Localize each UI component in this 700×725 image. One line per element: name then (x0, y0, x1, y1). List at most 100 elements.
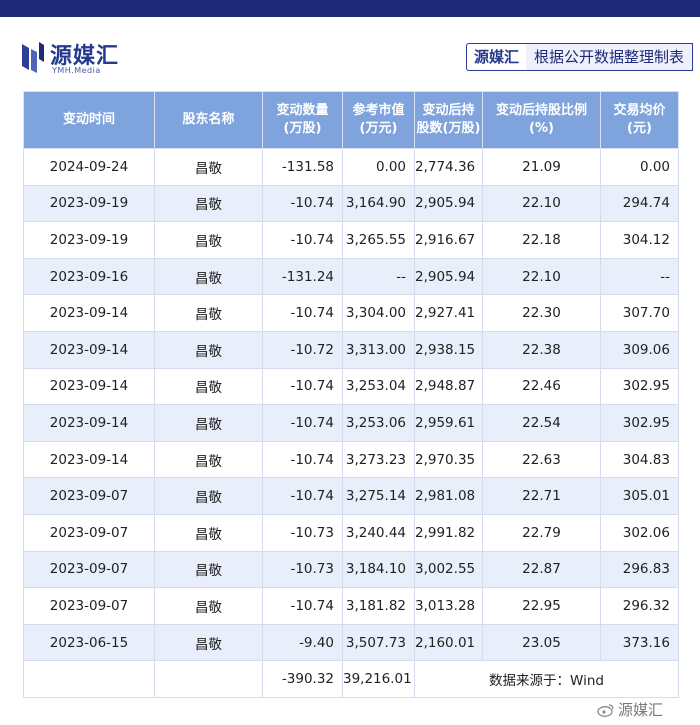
table-row: 2024-09-24 昌敬 -131.58 0.00 2,774.36 21.09 0.00 (23, 148, 679, 186)
cell-ref-value: 3,253.06 (342, 404, 415, 442)
cell-date: 2023-09-07 (23, 587, 155, 625)
cell-date: 2024-09-24 (23, 148, 155, 186)
table-row: 2023-09-07 昌敬 -10.74 3,275.14 2,981.08 22.71 3… (23, 477, 679, 515)
header-holding-after: 变动后持 股数(万股) (414, 91, 483, 149)
watermark-text: 源媒汇 (618, 701, 664, 719)
cell-holding-ratio: 22.54 (482, 404, 601, 442)
cell-avg-price: 304.83 (600, 440, 679, 479)
cell-shareholder: 昌敬 (154, 587, 263, 625)
cell-ref-value: 0.00 (342, 148, 415, 186)
cell-date: 2023-09-07 (23, 477, 155, 515)
cell-holding-ratio: 22.79 (482, 513, 601, 552)
cell-holding-ratio: 22.63 (482, 440, 601, 479)
cell-holding-after: 2,948.87 (414, 367, 483, 406)
header-avg-price: 交易均价 (元) (600, 91, 679, 149)
cell-holding-after: 2,991.82 (414, 513, 483, 552)
cell-avg-price: -- (600, 257, 679, 296)
cell-date: 2023-09-14 (23, 294, 155, 332)
cell-shareholder: 昌敬 (154, 148, 263, 186)
cell-avg-price: 373.16 (600, 623, 679, 662)
cell-avg-price: 309.06 (600, 330, 679, 369)
cell-holding-ratio: 22.38 (482, 330, 601, 369)
table-row: 2023-09-16 昌敬 -131.24 -- 2,905.94 22.10 -- (23, 257, 679, 296)
cell-holding-after: 2,927.41 (414, 294, 483, 332)
cell-holding-ratio: 22.30 (482, 294, 601, 332)
cell-ref-value: 3,507.73 (342, 623, 415, 662)
cell-shareholder: 昌敬 (154, 330, 263, 369)
watermark: 源媒汇 (597, 699, 663, 720)
cell-holding-after: 2,970.35 (414, 440, 483, 479)
cell-holding-after: 2,905.94 (414, 257, 483, 296)
cell-shareholder: 昌敬 (154, 477, 263, 515)
note-brand: 源媒汇 (466, 43, 527, 71)
cell-ref-value: 3,265.55 (342, 221, 415, 259)
brand-subtitle: YMH.Media (52, 66, 101, 75)
table-header-row: 变动时间 股东名称 变动数量 (万股) 参考市值 (万元) 变动后持 股数(万股) 变动后持股比… (23, 91, 679, 149)
brand-name: 源媒汇 (50, 44, 120, 69)
cell-ref-value: 3,164.90 (342, 184, 415, 223)
cell-holding-after: 2,981.08 (414, 477, 483, 515)
cell-avg-price: 296.32 (600, 587, 679, 625)
cell-holding-ratio: 21.09 (482, 148, 601, 186)
table-row: 2023-09-14 昌敬 -10.74 3,273.23 2,970.35 22.63 3… (23, 440, 679, 479)
cell-shareholder: 昌敬 (154, 404, 263, 442)
cell-holding-ratio: 22.71 (482, 477, 601, 515)
table-row: 2023-09-19 昌敬 -10.74 3,164.90 2,905.94 22.10 2… (23, 184, 679, 223)
note-text: 根据公开数据整理制表 (526, 43, 694, 71)
cell-avg-price: 294.74 (600, 184, 679, 223)
cell-holding-ratio: 22.87 (482, 550, 601, 589)
footer-empty-cell (23, 660, 155, 699)
cell-ref-value: 3,240.44 (342, 513, 415, 552)
table-row: 2023-09-07 昌敬 -10.73 3,184.10 3,002.55 22.87 2… (23, 550, 679, 589)
cell-change-qty: -10.73 (262, 513, 343, 552)
cell-change-qty: -131.24 (262, 257, 343, 296)
weibo-icon (597, 703, 614, 717)
cell-shareholder: 昌敬 (154, 257, 263, 296)
cell-date: 2023-09-16 (23, 257, 155, 296)
cell-holding-ratio: 22.18 (482, 221, 601, 259)
cell-change-qty: -9.40 (262, 623, 343, 662)
cell-avg-price: 302.95 (600, 367, 679, 406)
cell-ref-value: 3,304.00 (342, 294, 415, 332)
footer-total-change: -390.32 (262, 660, 343, 699)
cell-holding-after: 3,002.55 (414, 550, 483, 589)
cell-change-qty: -131.58 (262, 148, 343, 186)
table-row: 2023-06-15 昌敬 -9.40 3,507.73 2,160.01 23.05 37… (23, 623, 679, 662)
table-row: 2023-09-07 昌敬 -10.74 3,181.82 3,013.28 22.95 2… (23, 587, 679, 625)
cell-holding-after: 2,938.15 (414, 330, 483, 369)
brand-mark-icon (22, 42, 44, 73)
shareholder-change-table: 变动时间 股东名称 变动数量 (万股) 参考市值 (万元) 变动后持 股数(万股) 变动后持股比… (23, 91, 679, 699)
brand-logo: 源媒汇 YMH.Media (20, 40, 140, 76)
cell-date: 2023-09-14 (23, 440, 155, 479)
cell-holding-ratio: 22.95 (482, 587, 601, 625)
table-row: 2023-09-14 昌敬 -10.72 3,313.00 2,938.15 22.38 3… (23, 330, 679, 369)
cell-holding-ratio: 23.05 (482, 623, 601, 662)
cell-holding-after: 2,774.36 (414, 148, 483, 186)
cell-date: 2023-09-07 (23, 513, 155, 552)
cell-shareholder: 昌敬 (154, 184, 263, 223)
cell-holding-ratio: 22.10 (482, 184, 601, 223)
cell-change-qty: -10.74 (262, 184, 343, 223)
cell-shareholder: 昌敬 (154, 440, 263, 479)
table-body: 2024-09-24 昌敬 -131.58 0.00 2,774.36 21.09 0.00… (23, 148, 679, 662)
header-ref-value: 参考市值 (万元) (342, 91, 415, 149)
cell-ref-value: 3,184.10 (342, 550, 415, 589)
cell-avg-price: 307.70 (600, 294, 679, 332)
data-source-note: 数据来源于：Wind (414, 660, 679, 699)
cell-change-qty: -10.74 (262, 221, 343, 259)
cell-date: 2023-06-15 (23, 623, 155, 662)
table-row: 2023-09-07 昌敬 -10.73 3,240.44 2,991.82 22.79 3… (23, 513, 679, 552)
cell-shareholder: 昌敬 (154, 550, 263, 589)
cell-holding-after: 2,160.01 (414, 623, 483, 662)
cell-ref-value: 3,275.14 (342, 477, 415, 515)
cell-change-qty: -10.73 (262, 550, 343, 589)
cell-date: 2023-09-19 (23, 221, 155, 259)
header-holding-ratio: 变动后持股比例 (%) (482, 91, 601, 149)
table-row: 2023-09-14 昌敬 -10.74 3,304.00 2,927.41 22.30 3… (23, 294, 679, 332)
cell-date: 2023-09-14 (23, 367, 155, 406)
cell-avg-price: 302.06 (600, 513, 679, 552)
table-row: 2023-09-14 昌敬 -10.74 3,253.04 2,948.87 22.46 3… (23, 367, 679, 406)
cell-avg-price: 305.01 (600, 477, 679, 515)
cell-change-qty: -10.74 (262, 404, 343, 442)
header-shareholder-name: 股东名称 (154, 91, 263, 149)
